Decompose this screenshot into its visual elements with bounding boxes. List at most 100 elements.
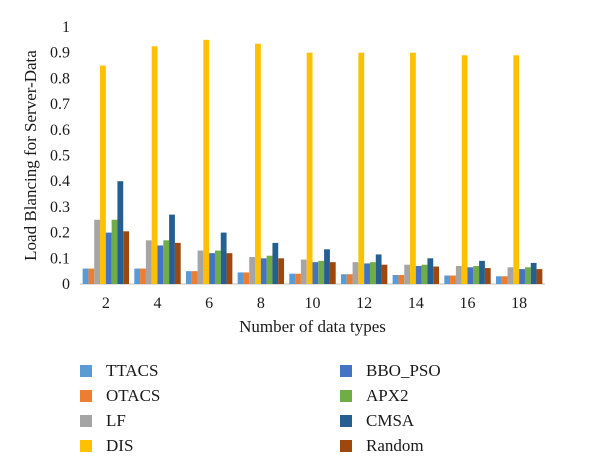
bar-apx2-4 [163, 240, 170, 284]
legend-swatch [80, 365, 92, 377]
bar-cmsa-12 [375, 254, 382, 284]
bar-random-12 [381, 264, 388, 284]
x-tick-label: 8 [257, 295, 265, 312]
bar-otacs-6 [191, 271, 198, 284]
legend-swatch [80, 390, 92, 402]
bar-otacs-10 [295, 273, 301, 284]
bar-otacs-16 [450, 275, 456, 284]
legend-item-cmsa: CMSA [340, 410, 414, 432]
bar-ttacs-14 [392, 275, 399, 284]
bar-apx2-18 [524, 267, 531, 284]
bar-apx2-10 [318, 260, 325, 284]
bar-dis-14 [410, 52, 416, 285]
y-tick-label: 0.3 [50, 199, 70, 216]
legend-swatch [340, 440, 352, 452]
bar-random-8 [278, 258, 285, 284]
bar-dis-6 [203, 39, 210, 284]
y-tick-label: 1 [62, 19, 70, 36]
bar-apx2-2 [111, 219, 118, 284]
y-tick-label: 0.2 [50, 225, 70, 242]
bar-dis-10 [306, 52, 313, 285]
bar-random-4 [174, 242, 181, 284]
bar-ttacs-6 [185, 271, 192, 284]
bar-bbo-pso-14 [415, 266, 422, 284]
x-tick-label: 14 [408, 295, 424, 312]
bar-dis-2 [100, 65, 106, 284]
y-axis-title: Load Blancing for Server-Data [21, 50, 40, 261]
bar-apx2-16 [473, 266, 480, 284]
legend-swatch [340, 390, 352, 402]
legend-label: TTACS [106, 361, 159, 380]
bar-otacs-8 [243, 272, 250, 284]
bar-otacs-14 [398, 275, 405, 284]
bar-lf-10 [300, 259, 307, 284]
legend-item-apx2: APX2 [340, 385, 409, 407]
bar-random-10 [329, 262, 336, 284]
bar-cmsa-18 [530, 262, 537, 284]
bar-lf-8 [249, 257, 256, 284]
legend-label: CMSA [366, 411, 415, 430]
bar-otacs-4 [140, 268, 146, 284]
x-tick-label: 16 [460, 295, 476, 312]
y-axis-ticks: 0 0.1 0.2 0.3 0.4 0.5 0.6 0.7 0.8 0.9 1 [50, 19, 70, 293]
y-tick-label: 0.7 [50, 96, 70, 113]
bar-otacs-18 [501, 276, 508, 284]
bar-bbo-pso-2 [105, 232, 112, 284]
bar-apx2-6 [214, 250, 221, 284]
bar-ttacs-8 [237, 272, 244, 284]
bar-apx2-12 [369, 262, 376, 284]
bar-cmsa-10 [324, 249, 330, 284]
y-tick-label: 0.6 [50, 122, 70, 139]
bar-dis-8 [255, 43, 261, 284]
y-tick-label: 0.4 [50, 173, 70, 190]
legend-label: APX2 [366, 386, 409, 405]
y-tick-label: 0 [62, 276, 70, 293]
bar-random-18 [536, 269, 543, 284]
legend-swatch [80, 415, 92, 427]
bar-dis-18 [513, 55, 520, 284]
legend-swatch [340, 365, 352, 377]
bar-random-2 [123, 231, 130, 284]
x-tick-label: 2 [102, 295, 110, 312]
bar-lf-4 [145, 240, 152, 284]
bar-apx2-8 [266, 255, 273, 284]
bar-lf-6 [197, 250, 204, 284]
y-tick-label: 0.9 [50, 45, 70, 62]
bar-cmsa-16 [479, 260, 485, 284]
bar-apx2-14 [421, 264, 428, 284]
bar-bbo-pso-6 [209, 253, 215, 284]
bar-cmsa-2 [117, 181, 124, 284]
bar-dis-16 [461, 55, 468, 284]
bar-lf-18 [507, 267, 514, 284]
legend-item-lf: LF [80, 410, 126, 432]
bar-ttacs-18 [495, 276, 502, 284]
bar-otacs-12 [346, 274, 353, 284]
y-tick-label: 0.8 [50, 70, 70, 87]
x-axis-title: Number of data types [239, 317, 386, 336]
legend-item-ttacs: TTACS [80, 360, 158, 382]
bar-cmsa-4 [169, 214, 175, 284]
bar-bbo-pso-18 [519, 269, 525, 284]
bar-cmsa-6 [220, 232, 227, 284]
bar-bbo-pso-8 [260, 258, 267, 284]
x-tick-label: 18 [511, 295, 527, 312]
bar-bbo-pso-12 [364, 263, 370, 284]
x-tick-label: 12 [356, 295, 372, 312]
bar-bbo-pso-4 [157, 245, 164, 284]
bar-ttacs-16 [444, 275, 451, 284]
bar-otacs-2 [88, 268, 95, 284]
bar-dis-4 [151, 46, 158, 285]
bars [82, 39, 543, 285]
y-tick-label: 0.5 [50, 148, 70, 165]
bar-bbo-pso-16 [467, 267, 474, 284]
bar-ttacs-4 [134, 268, 141, 284]
bar-lf-16 [455, 266, 462, 284]
legend: TTACS OTACS LF DIS BBO_PSO APX2 CMSA Random [80, 360, 540, 460]
bar-bbo-pso-10 [312, 262, 319, 284]
bar-ttacs-10 [289, 273, 296, 284]
bar-ttacs-2 [82, 268, 89, 284]
bar-random-16 [484, 268, 491, 284]
bar-ttacs-12 [340, 274, 347, 284]
legend-label: BBO_PSO [366, 361, 441, 380]
